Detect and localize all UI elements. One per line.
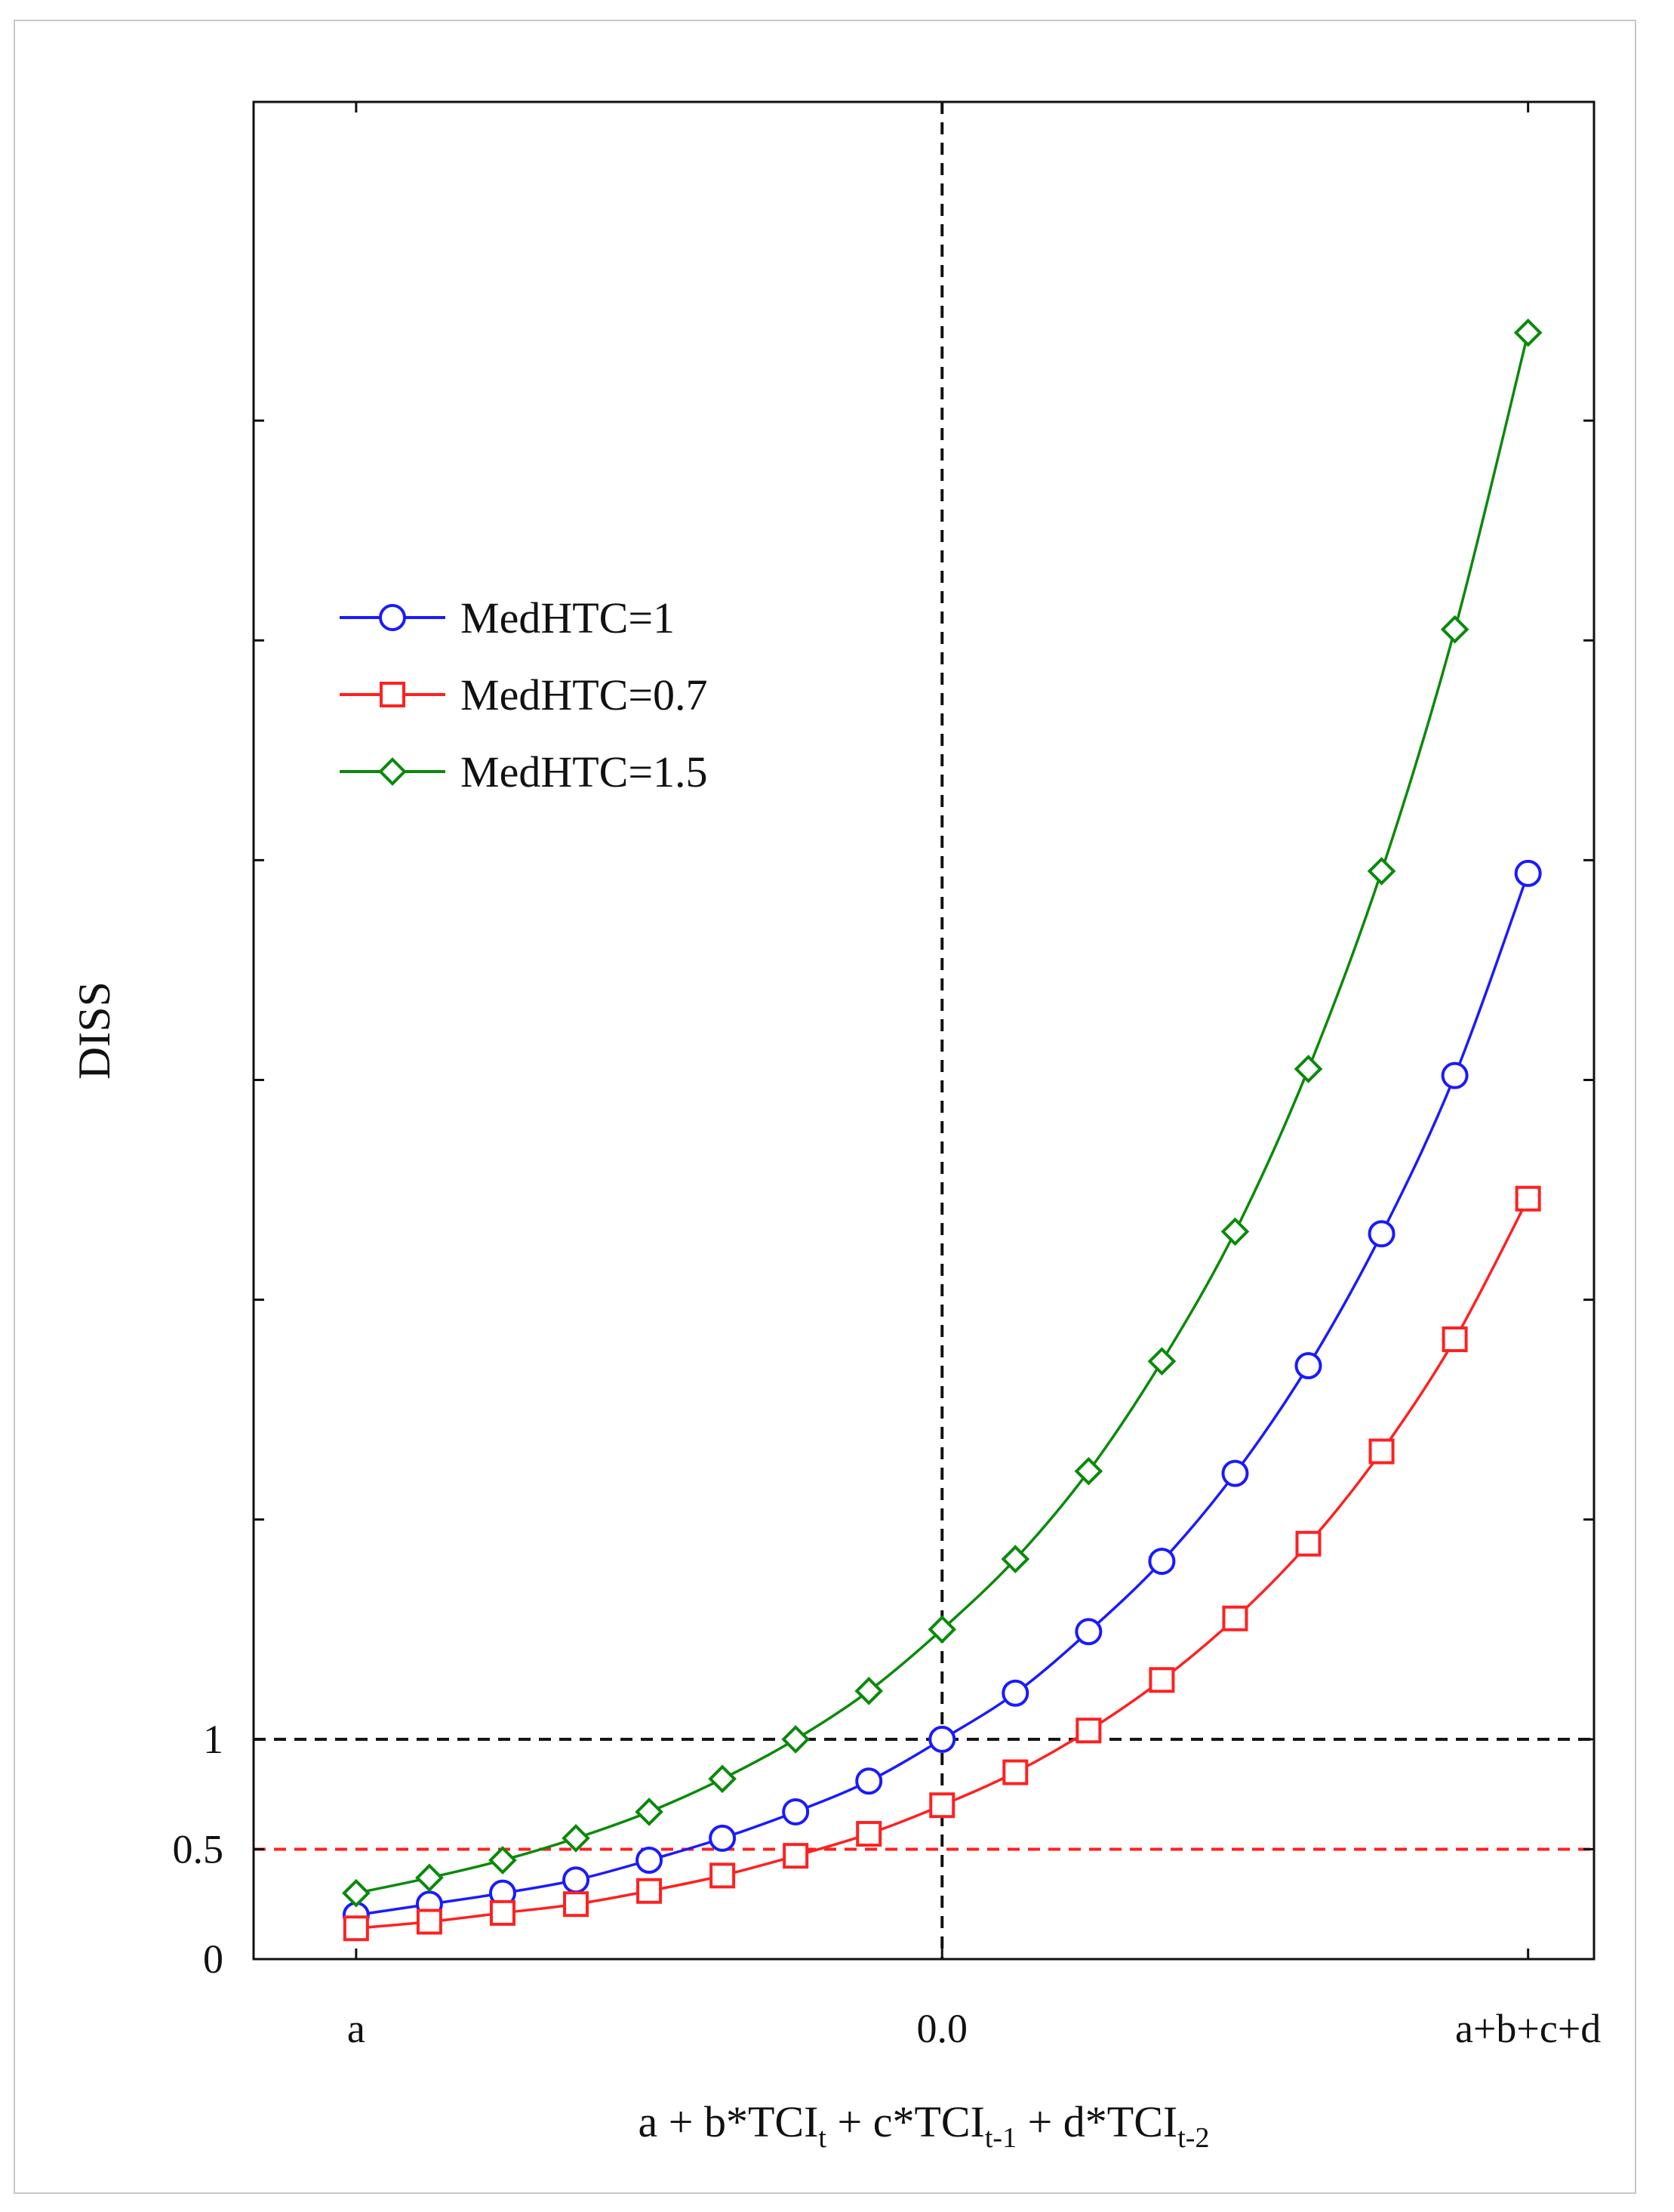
x-axis-label-subscript: t-2 [1177,2122,1209,2154]
y-tick-label: 0 [203,1936,223,1982]
data-point-square [1295,1530,1322,1557]
data-point-diamond [1220,1217,1250,1246]
data-point-diamond [562,1824,590,1853]
data-point-diamond [708,1764,737,1794]
data-point-square [1075,1718,1102,1744]
data-point-circle [1075,1618,1103,1646]
data-point-diamond [854,1676,884,1705]
data-point-circle [1294,1351,1322,1379]
x-axis-label-part: a + b*TCI [639,2097,819,2146]
x-axis-label-subscript: t-1 [985,2122,1017,2154]
legend: MedHTC=1 MedHTC=0.7 MedHTC=1.5 [340,593,708,796]
data-point-square [856,1821,882,1847]
data-point-square [416,1909,442,1935]
data-point-square [343,1915,369,1942]
reference-lines [254,102,1594,1959]
data-point-square [1515,1185,1541,1212]
data-point-diamond [1001,1545,1030,1573]
y-tick-label: 0.5 [173,1826,224,1872]
data-point-square [1002,1759,1029,1785]
x-axis-label-subscript: t [818,2122,826,2154]
data-point-square [563,1891,589,1918]
data-point-diamond [1294,1055,1323,1083]
data-point-square [1149,1667,1175,1693]
data-point-circle [635,1846,663,1874]
legend-entry: MedHTC=1.5 [340,747,708,796]
legend-entry: MedHTC=0.7 [340,670,708,719]
data-point-circle [855,1767,883,1795]
data-point-square [783,1843,809,1869]
legend-label: MedHTC=1.5 [460,747,708,796]
x-tick-label: a [347,2006,365,2051]
plot-area [254,102,1594,1959]
data-point-square [636,1878,663,1904]
data-point-diamond [488,1846,517,1875]
data-point-diamond [928,1615,957,1644]
x-axis-label-part: + d*TCI [1017,2097,1177,2146]
data-point-square [1222,1605,1248,1631]
plot-border [252,100,1596,1961]
legend-label: MedHTC=0.7 [460,670,708,719]
data-point-diamond [635,1798,663,1826]
data-point-circle [562,1866,590,1894]
x-axis-label: a + b*TCIt + c*TCIt-1 + d*TCIt-2 [639,2097,1210,2154]
data-point-circle [1514,859,1542,887]
data-point-circle [1441,1061,1469,1089]
series-layer [342,318,1543,1942]
data-point-diamond [1074,1456,1103,1486]
series-square [343,1185,1541,1942]
y-tick-label: 1 [203,1717,223,1762]
legend-label: MedHTC=1 [460,593,675,642]
x-tick-label: a+b+c+d [1455,2006,1601,2051]
data-point-square [1442,1326,1468,1353]
data-point-circle [1002,1679,1029,1707]
data-point-circle [928,1725,956,1753]
x-tick-label: 0.0 [917,2006,968,2051]
data-point-circle [1221,1459,1249,1487]
legend-marker-square [380,682,405,707]
series-diamond [342,318,1543,1908]
data-point-diamond [1513,318,1543,347]
data-point-circle [1368,1220,1396,1248]
data-point-diamond [1440,615,1469,644]
legend-marker-circle [379,604,406,631]
data-point-square [1368,1438,1395,1465]
data-point-square [709,1862,736,1889]
data-point-diamond [781,1725,810,1754]
data-point-diamond [415,1863,444,1893]
data-point-square [929,1792,955,1819]
x-axis-label-part: + c*TCI [826,2097,985,2146]
data-point-circle [782,1798,810,1825]
data-point-circle [1148,1548,1176,1576]
series-line [355,332,1530,1895]
y-axis-label: DISS [69,981,119,1080]
data-point-diamond [1147,1347,1177,1376]
data-point-square [489,1899,515,1926]
legend-marker-diamond [378,757,407,786]
legend-entry: MedHTC=1 [340,593,675,642]
data-point-diamond [1367,857,1396,886]
data-point-circle [709,1824,737,1852]
data-point-diamond [342,1878,371,1908]
